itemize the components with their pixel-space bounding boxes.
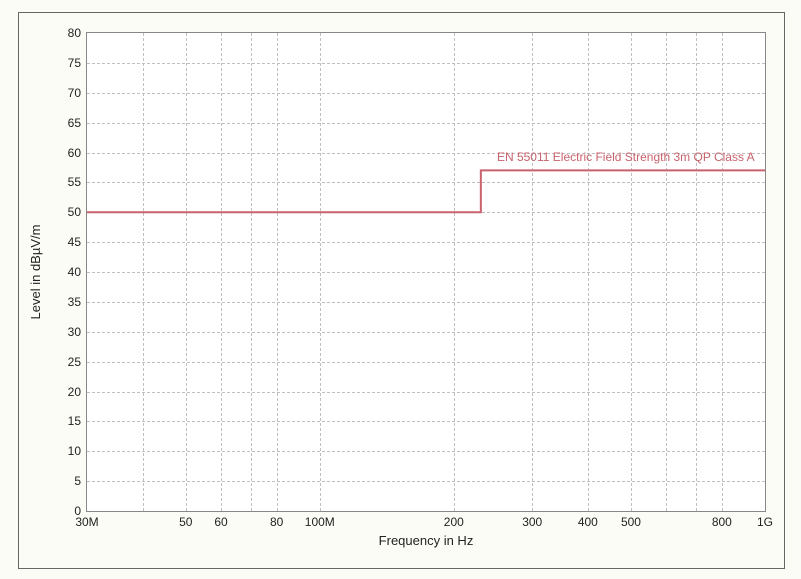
plot-area — [87, 33, 765, 511]
x-tick-label: 400 — [578, 515, 598, 529]
series-label: EN 55011 Electric Field Strength 3m QP C… — [497, 150, 755, 164]
y-tick-label: 10 — [68, 444, 81, 458]
y-tick-label: 45 — [68, 235, 81, 249]
y-tick-label: 25 — [68, 355, 81, 369]
y-tick-label: 80 — [68, 26, 81, 40]
y-tick-label: 30 — [68, 325, 81, 339]
x-tick-label: 800 — [712, 515, 732, 529]
y-tick-label: 0 — [74, 504, 81, 518]
x-tick-label: 60 — [214, 515, 227, 529]
x-tick-label: 80 — [270, 515, 283, 529]
x-tick-label: 500 — [621, 515, 641, 529]
y-tick-label: 75 — [68, 56, 81, 70]
chart-frame: Level in dBµV/m Frequency in Hz 30M50608… — [18, 12, 785, 569]
y-tick-label: 65 — [68, 116, 81, 130]
x-tick-label: 300 — [522, 515, 542, 529]
x-tick-label: 100M — [305, 515, 335, 529]
y-tick-label: 5 — [74, 474, 81, 488]
x-tick-label: 50 — [179, 515, 192, 529]
y-tick-label: 55 — [68, 175, 81, 189]
y-tick-label: 70 — [68, 86, 81, 100]
y-tick-label: 35 — [68, 295, 81, 309]
limit-line — [87, 170, 765, 212]
y-tick-label: 60 — [68, 146, 81, 160]
x-tick-label: 1G — [757, 515, 773, 529]
y-tick-label: 40 — [68, 265, 81, 279]
y-tick-label: 50 — [68, 205, 81, 219]
y-tick-label: 20 — [68, 385, 81, 399]
series-layer — [87, 33, 765, 511]
y-axis-label: Level in dBµV/m — [28, 33, 43, 511]
y-tick-label: 15 — [68, 414, 81, 428]
x-tick-label: 200 — [444, 515, 464, 529]
x-axis-label: Frequency in Hz — [379, 533, 474, 548]
